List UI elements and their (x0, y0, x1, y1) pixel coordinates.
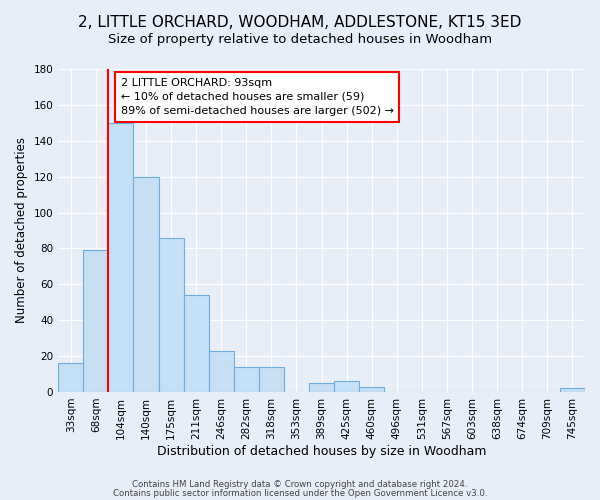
Bar (309, 383, 334, 392)
Text: 2 LITTLE ORCHARD: 93sqm
← 10% of detached houses are smaller (59)
89% of semi-de: 2 LITTLE ORCHARD: 93sqm ← 10% of detache… (121, 78, 394, 116)
Bar (560, 388, 585, 392)
Bar (359, 386, 385, 392)
Bar (133, 176, 158, 392)
Text: Contains HM Land Registry data © Crown copyright and database right 2024.: Contains HM Land Registry data © Crown c… (132, 480, 468, 489)
Bar (109, 123, 133, 392)
Bar (158, 238, 184, 392)
Text: Contains public sector information licensed under the Open Government Licence v3: Contains public sector information licen… (113, 488, 487, 498)
Bar (83, 250, 109, 392)
Bar (184, 295, 209, 392)
Bar (58, 364, 83, 392)
Bar (259, 367, 284, 392)
Bar (334, 381, 359, 392)
X-axis label: Distribution of detached houses by size in Woodham: Distribution of detached houses by size … (157, 444, 487, 458)
Bar (209, 350, 234, 392)
Y-axis label: Number of detached properties: Number of detached properties (15, 138, 28, 324)
Bar (234, 367, 259, 392)
Text: Size of property relative to detached houses in Woodham: Size of property relative to detached ho… (108, 32, 492, 46)
Text: 2, LITTLE ORCHARD, WOODHAM, ADDLESTONE, KT15 3ED: 2, LITTLE ORCHARD, WOODHAM, ADDLESTONE, … (79, 15, 521, 30)
